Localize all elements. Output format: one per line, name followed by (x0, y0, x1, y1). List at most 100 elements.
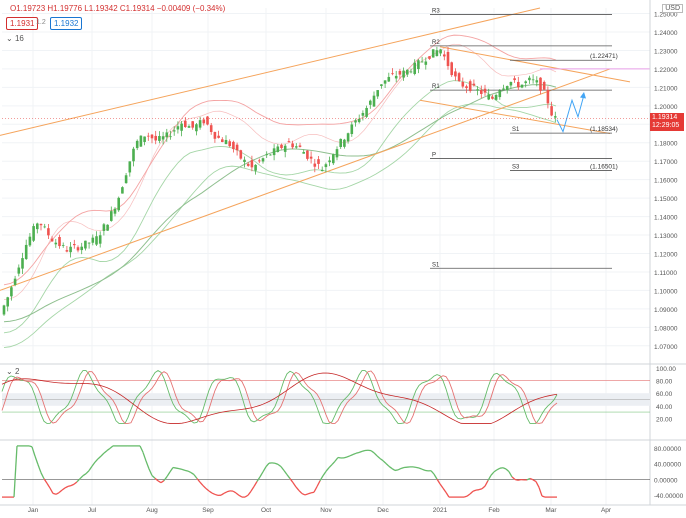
cci-segment (184, 469, 189, 472)
candle-body (13, 278, 17, 285)
cci-segment (61, 487, 66, 491)
candle-body (406, 69, 409, 75)
sell-button[interactable]: 1.1931 (6, 17, 39, 30)
candle-body (520, 84, 524, 88)
pivot-label: S3 (512, 164, 520, 170)
cci-segment (445, 492, 450, 498)
cci-segment (286, 474, 291, 479)
y-tick-label: 1.22000 (654, 67, 678, 74)
indicators-toggle[interactable]: ⌄ 16 (6, 34, 24, 43)
cci-segment (256, 476, 261, 482)
cci-segment (397, 467, 402, 471)
candle-body (483, 88, 487, 93)
cci-segment (289, 478, 294, 483)
cci-segment (76, 478, 81, 483)
y-tick-label: 1.20000 (654, 104, 678, 111)
cci-segment (430, 470, 435, 475)
cci-segment (484, 480, 489, 487)
cci-segment (418, 467, 423, 470)
upper-band (3, 34, 557, 286)
lower-band-outer (3, 103, 557, 349)
candle-body (150, 134, 154, 139)
candle-body (191, 121, 194, 128)
candle-body (106, 224, 109, 231)
oscillator-tag: 2 (14, 367, 20, 376)
cci-segment (424, 469, 429, 472)
cci-segment (223, 491, 228, 494)
x-tick-label: Feb (488, 507, 500, 514)
candle-body (546, 90, 550, 104)
cci-segment (169, 467, 174, 473)
buy-button[interactable]: 1.1932 (50, 17, 83, 30)
candle-body (517, 81, 520, 88)
cci-segment (82, 473, 87, 477)
cci-segment (343, 456, 348, 459)
candle-body (332, 154, 335, 164)
y-tick-label: 1.17000 (654, 159, 678, 166)
price-axis[interactable]: 1.25000 1.24000 1.23000 1.22000 1.21000 1.200… (0, 0, 686, 506)
candle-body (154, 135, 157, 141)
cci-segment (205, 488, 210, 492)
time-axis[interactable]: Jan Jul Aug Sep Oct Nov Dec 2021 Feb Mar Apr (28, 507, 612, 514)
lower-band (3, 80, 557, 334)
oscillator-toggle[interactable]: ⌄ 2 (6, 367, 19, 376)
pivot-levels: R3 R2 (1.22471) R1 S1 (1.18534) P S3 (1.16501) S1 (430, 8, 618, 269)
candle-body (24, 244, 28, 259)
cci-segment (109, 445, 114, 449)
falling-trendline (419, 99, 611, 135)
pivot-label: S1 (512, 127, 520, 133)
pivot-label: R2 (432, 40, 440, 46)
y-tick-label: 1.23000 (654, 48, 678, 55)
cci-segment (505, 468, 510, 473)
pivot-price-label: (1.22471) (590, 53, 618, 60)
candle-body (10, 287, 13, 297)
cci-segment (490, 471, 495, 476)
cci-segment (496, 467, 501, 471)
candle-body (413, 62, 416, 74)
currency-badge[interactable]: USD (662, 4, 683, 13)
candle-body (217, 135, 220, 138)
cci-segment (103, 450, 108, 454)
cci-segment (211, 492, 216, 496)
pivot-price-label: (1.16501) (590, 163, 618, 170)
stoch-d-line (1, 370, 558, 424)
candle-body (539, 77, 542, 91)
trend-channel (0, 7, 650, 291)
cci-segment (442, 487, 447, 493)
candle-body (276, 146, 280, 153)
cci-segment (388, 465, 393, 470)
channel-lower (0, 68, 611, 291)
candle-body (409, 71, 413, 73)
candle-body (180, 123, 183, 131)
osc2-tick-label: -40.00000 (654, 493, 684, 500)
candle-body (480, 90, 483, 94)
candle-body (283, 145, 287, 152)
candle-body (354, 120, 357, 123)
cci-segment (511, 476, 516, 481)
candle-body (446, 51, 450, 67)
candle-body (554, 116, 557, 118)
candle-body (498, 90, 502, 98)
cci-segment (517, 478, 522, 481)
cci-segment (487, 474, 492, 481)
candle-body (435, 50, 439, 57)
candle-body (6, 297, 9, 307)
candle-body (143, 136, 146, 142)
last-price-tag: 1.19314 12:29:05 (650, 113, 684, 131)
cci-segment (541, 495, 546, 498)
cci-segment (355, 451, 360, 454)
candle-body (246, 163, 250, 166)
candle-body (250, 160, 254, 168)
pivot-label: S1 (432, 262, 440, 268)
candle-body (158, 136, 161, 141)
cci-segment (226, 490, 231, 493)
cci-segment (313, 486, 318, 493)
x-tick-label: 2021 (433, 507, 448, 514)
cci-segment (193, 474, 198, 479)
candle-body (139, 135, 143, 147)
candle-body (73, 244, 76, 246)
candle-body (258, 160, 261, 162)
candle-body (84, 240, 87, 249)
candle-body (387, 76, 391, 82)
